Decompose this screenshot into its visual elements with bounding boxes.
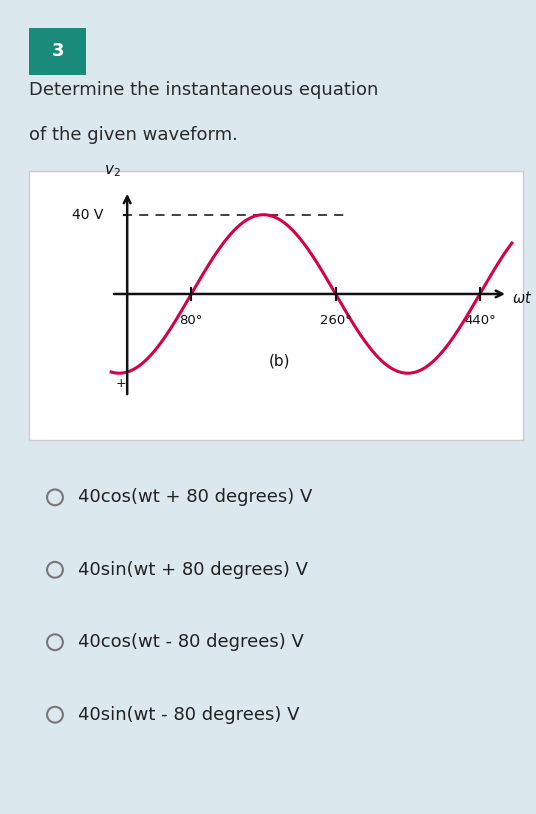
Text: Determine the instantaneous equation: Determine the instantaneous equation [29, 81, 379, 99]
Text: 40 V: 40 V [72, 208, 103, 221]
Text: 40sin(wt + 80 degrees) V: 40sin(wt + 80 degrees) V [78, 561, 308, 579]
Text: 3: 3 [51, 42, 64, 60]
Text: 40cos(wt - 80 degrees) V: 40cos(wt - 80 degrees) V [78, 633, 304, 651]
Text: +: + [115, 377, 126, 390]
Text: of the given waveform.: of the given waveform. [29, 126, 239, 144]
Text: 440°: 440° [464, 313, 496, 326]
Text: 40cos(wt + 80 degrees) V: 40cos(wt + 80 degrees) V [78, 488, 312, 506]
Text: 80°: 80° [180, 313, 203, 326]
Text: $v_2$: $v_2$ [105, 164, 121, 179]
Text: $\omega t$: $\omega t$ [512, 290, 532, 306]
Text: (b): (b) [269, 353, 290, 369]
Text: 260°: 260° [319, 313, 352, 326]
Text: 40sin(wt - 80 degrees) V: 40sin(wt - 80 degrees) V [78, 706, 300, 724]
